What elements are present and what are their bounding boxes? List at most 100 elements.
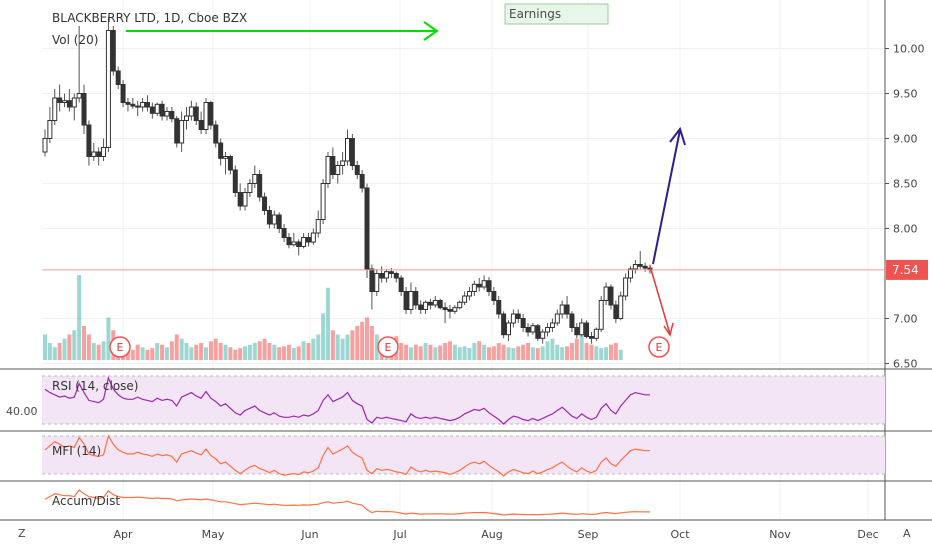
candle-body[interactable] (57, 97, 63, 103)
last-price-tag[interactable] (886, 259, 928, 280)
candle-body[interactable] (549, 322, 555, 328)
candle-body[interactable] (110, 30, 116, 72)
candle-body[interactable] (432, 300, 438, 306)
candle-body[interactable] (188, 106, 194, 117)
earnings-box[interactable] (504, 3, 609, 25)
candle-body[interactable] (125, 102, 131, 105)
candle-body[interactable] (588, 336, 594, 339)
candle-body[interactable] (291, 241, 297, 246)
candle-body[interactable] (159, 103, 165, 117)
candle-body[interactable] (320, 183, 326, 220)
candle-body[interactable] (374, 273, 380, 292)
candle-body[interactable] (632, 264, 638, 270)
candle-body[interactable] (252, 174, 258, 184)
candle-body[interactable] (101, 147, 107, 157)
candle-body[interactable] (296, 241, 302, 247)
red-arrow-head[interactable] (663, 322, 674, 337)
candle-body[interactable] (345, 138, 350, 162)
candle-body[interactable] (618, 295, 624, 319)
candle-body[interactable] (96, 151, 102, 157)
candle-body[interactable] (242, 192, 248, 207)
candle-body[interactable] (349, 138, 355, 166)
candle-body[interactable] (223, 156, 229, 159)
candle-body[interactable] (637, 264, 643, 267)
candle-body[interactable] (120, 84, 126, 103)
candle-body[interactable] (584, 322, 590, 337)
candle-body[interactable] (530, 325, 536, 333)
candle-body[interactable] (593, 328, 599, 339)
candle-body[interactable] (218, 142, 224, 159)
candle-body[interactable] (608, 286, 614, 306)
candle-body[interactable] (52, 97, 58, 121)
candle-body[interactable] (76, 93, 82, 99)
candle-body[interactable] (305, 237, 311, 243)
candle-body[interactable] (393, 273, 399, 279)
candle-body[interactable] (471, 283, 477, 292)
candle-body[interactable] (310, 232, 316, 243)
candle-body[interactable] (510, 313, 516, 324)
candle-body[interactable] (213, 124, 219, 144)
price-axis[interactable]: 10.00 9.50 9.00 8.50 8.00 7.54 7.00 6.50 (885, 43, 928, 371)
candle-body[interactable] (418, 304, 424, 310)
candle-body[interactable] (569, 313, 575, 328)
candle-body[interactable] (149, 106, 155, 114)
candle-body[interactable] (335, 165, 341, 175)
candle-body[interactable] (81, 93, 87, 126)
candle-body[interactable] (437, 300, 443, 309)
candle-body[interactable] (627, 268, 633, 279)
candle-body[interactable] (384, 271, 390, 279)
candle-body[interactable] (86, 124, 92, 157)
candle-body[interactable] (257, 174, 263, 198)
candle-body[interactable] (154, 103, 160, 114)
candle-body[interactable] (47, 120, 53, 139)
candle-body[interactable] (642, 265, 648, 269)
candle-body[interactable] (496, 300, 502, 315)
candle-body[interactable] (91, 151, 97, 157)
candle-body[interactable] (227, 156, 233, 171)
purple-arrow-head[interactable] (669, 126, 686, 146)
candle-body[interactable] (525, 327, 531, 333)
candle-body[interactable] (208, 102, 214, 126)
candle-body[interactable] (262, 196, 268, 211)
candle-body[interactable] (447, 309, 453, 312)
candle-body[interactable] (330, 156, 336, 175)
candle-body[interactable] (135, 105, 141, 108)
candle-body[interactable] (198, 120, 204, 130)
candle-body[interactable] (315, 219, 321, 234)
candle-body[interactable] (476, 283, 482, 288)
candle-body[interactable] (398, 277, 404, 292)
candle-body[interactable] (388, 271, 394, 275)
candle-body[interactable] (442, 307, 448, 311)
green-arrow-head[interactable] (423, 21, 439, 41)
candle-body[interactable] (486, 280, 492, 293)
candle-body[interactable] (179, 120, 185, 144)
candle-body[interactable] (144, 102, 150, 108)
candle-body[interactable] (271, 214, 277, 225)
candle-body[interactable] (340, 160, 346, 166)
candle-body[interactable] (203, 102, 209, 130)
candle-body[interactable] (491, 291, 497, 301)
candle-body[interactable] (515, 313, 521, 319)
candle-body[interactable] (457, 301, 463, 309)
candle-body[interactable] (520, 318, 526, 328)
time-axis[interactable]: Apr May Jun Jul Aug Sep Oct Nov Dec (113, 528, 878, 541)
candle-body[interactable] (42, 138, 48, 153)
candle-body[interactable] (281, 228, 287, 238)
candle-body[interactable] (462, 295, 468, 303)
candle-body[interactable] (466, 291, 472, 297)
candle-body[interactable] (193, 106, 199, 121)
candle-body[interactable] (559, 304, 565, 315)
candle-body[interactable] (501, 313, 507, 336)
earnings-marker[interactable] (648, 336, 670, 358)
red-arrow-line[interactable] (649, 265, 671, 335)
candle-body[interactable] (115, 70, 121, 85)
candle-body[interactable] (506, 322, 512, 336)
candle-body[interactable] (286, 237, 292, 246)
candle-body[interactable] (408, 291, 414, 310)
candle-body[interactable] (427, 301, 433, 306)
candle-body[interactable] (169, 111, 175, 120)
candle-body[interactable] (71, 97, 77, 108)
earnings-marker[interactable] (109, 336, 131, 358)
